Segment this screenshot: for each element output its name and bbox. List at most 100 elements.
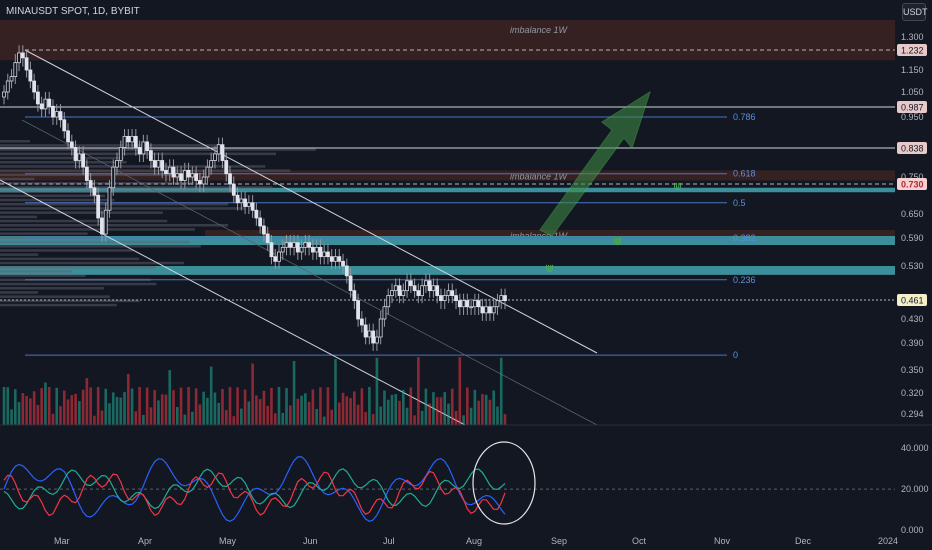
volume-bar: [371, 414, 375, 425]
volume-profile-bar: [0, 266, 156, 269]
candle-body: [9, 76, 14, 82]
fib-level-label: 0: [733, 350, 738, 360]
volume-profile-bar: [0, 207, 246, 210]
volume-bar: [484, 394, 488, 425]
price-tick-label: 0.530: [901, 261, 924, 271]
volume-bar: [466, 387, 469, 425]
volume-bar: [115, 396, 119, 425]
volume-profile-bar: [0, 291, 39, 294]
volume-profile-bar: [0, 190, 236, 193]
magnet-icon: ⋓: [545, 263, 554, 275]
symbol-title: MINAUSDT SPOT, 1D, BYBIT: [6, 6, 140, 17]
candle-body: [363, 324, 368, 338]
candle-body: [303, 242, 308, 248]
time-axis-label: Mar: [54, 536, 70, 546]
candle-body: [2, 91, 6, 98]
volume-bar: [194, 388, 198, 425]
time-axis-label: May: [219, 536, 237, 546]
projection-arrow: [539, 90, 651, 237]
volume-bar: [285, 388, 288, 425]
volume-bar: [100, 410, 104, 425]
price-axis-background: [895, 0, 932, 550]
volume-bar: [127, 373, 130, 425]
candle-body: [412, 285, 417, 292]
candle-body: [39, 103, 44, 110]
candle-body: [356, 300, 360, 320]
candle-body: [299, 246, 304, 253]
oscillator-tick-label: 40.000: [901, 443, 929, 453]
volume-bar: [447, 403, 450, 425]
volume-bar: [368, 387, 371, 425]
volume-bar: [10, 409, 13, 425]
volume-bar: [379, 406, 382, 425]
volume-profile-bar: [0, 182, 195, 185]
candle-body: [69, 141, 74, 148]
volume-bar: [413, 415, 416, 425]
price-tick-label: 0.950: [901, 112, 924, 122]
volume-bar: [240, 408, 243, 425]
candle-body: [295, 242, 300, 253]
candle-body: [277, 251, 281, 262]
fib-level-label: 0.236: [733, 275, 756, 285]
volume-bar: [25, 396, 28, 425]
volume-bar: [364, 412, 367, 425]
volume-profile-bar: [0, 224, 229, 227]
candle-body: [359, 318, 364, 326]
candle-body: [122, 135, 127, 148]
volume-bar: [405, 407, 409, 425]
volume-bar: [469, 407, 473, 425]
time-axis-label: Apr: [138, 536, 152, 546]
volume-bar: [375, 357, 379, 425]
volume-bar: [175, 407, 179, 425]
volume-profile-bar: [0, 287, 104, 290]
volume-bar: [108, 403, 111, 425]
price-tick-label: 0.294: [901, 409, 924, 419]
volume-profile-bar: [0, 295, 110, 298]
oscillator-green-line: [3, 468, 506, 510]
candle-body: [36, 91, 40, 105]
volume-bar: [51, 413, 55, 425]
volume-bar: [119, 397, 123, 425]
candle-body: [190, 173, 195, 178]
candle-body: [209, 160, 214, 168]
candle-body: [115, 160, 119, 168]
candle-body: [480, 306, 485, 314]
volume-bar: [93, 415, 96, 425]
volume-bar: [44, 382, 47, 425]
volume-profile-bar: [0, 232, 88, 235]
volume-bar: [432, 392, 435, 425]
candle-body: [239, 198, 244, 204]
time-axis-label: 2024: [878, 536, 898, 546]
candle-body: [175, 173, 180, 178]
volume-bar: [183, 414, 187, 425]
candle-body: [167, 166, 172, 175]
currency-button[interactable]: USDT: [902, 3, 928, 21]
fib-level-label: 0.618: [733, 169, 756, 179]
price-label-box: [897, 294, 927, 306]
volume-bar: [138, 387, 141, 425]
candle-body: [375, 336, 379, 344]
volume-bar: [224, 410, 228, 425]
zone-label: imbalance 1W: [510, 25, 569, 35]
candle-body: [307, 242, 312, 248]
candle-body: [133, 135, 138, 148]
candle-body: [314, 246, 319, 253]
candle-body: [352, 290, 357, 302]
volume-bar: [311, 389, 315, 425]
candle-body: [427, 280, 432, 292]
candle-body: [318, 246, 323, 258]
volume-bar: [172, 390, 175, 425]
candle-body: [265, 233, 270, 244]
volume-bar: [273, 413, 277, 425]
price-tick-label: 0.350: [901, 365, 924, 375]
volume-bar: [281, 412, 285, 425]
candle-body: [231, 183, 236, 196]
candle-body: [228, 173, 232, 185]
candle-body: [194, 173, 199, 181]
candle-body: [329, 256, 334, 262]
volume-bar: [401, 389, 405, 425]
candle-body: [141, 141, 146, 155]
oscillator-tick-label: 20.000: [901, 484, 929, 494]
volume-bar: [292, 361, 296, 425]
